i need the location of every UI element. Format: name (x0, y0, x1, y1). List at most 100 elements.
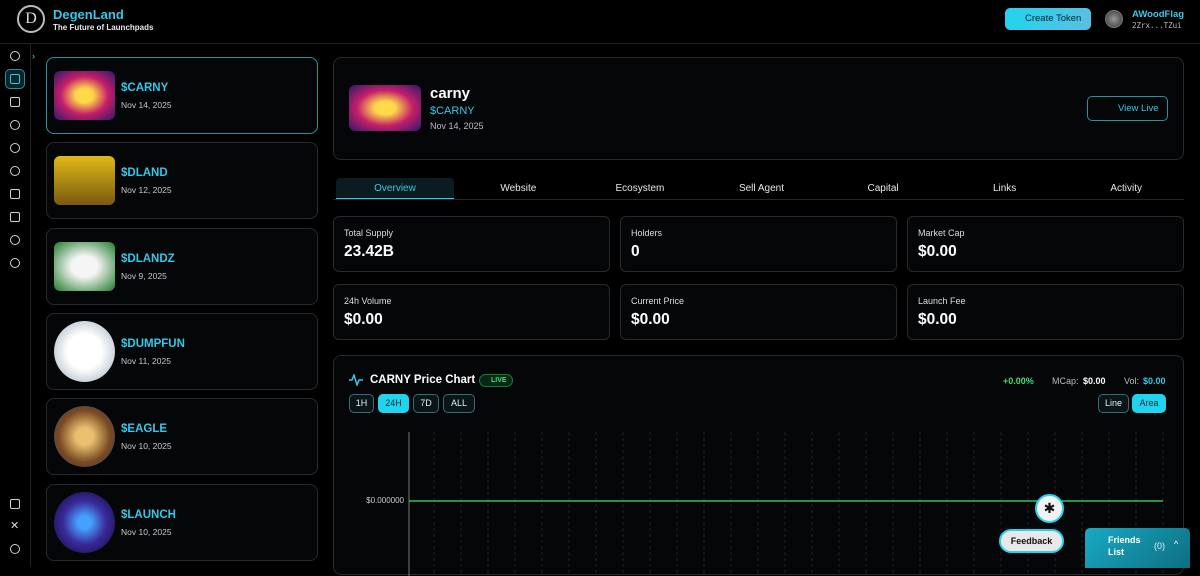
token-card[interactable]: $EAGLE Nov 10, 2025 (46, 398, 318, 476)
nav-icon[interactable] (10, 143, 20, 153)
range-button[interactable]: 1H (349, 394, 374, 413)
tab[interactable]: Links (992, 183, 1017, 194)
nav-icon[interactable] (10, 212, 20, 222)
mcap-value: $0.00 (1083, 376, 1106, 386)
tab[interactable]: Website (500, 183, 537, 194)
nav-icon[interactable] (10, 166, 20, 176)
stat-label: Holders (631, 228, 663, 238)
view-live-label: View Live (1118, 103, 1159, 114)
vol-value: $0.00 (1143, 376, 1166, 386)
range-button[interactable]: 24H (378, 394, 409, 413)
stat-value: $0.00 (631, 311, 670, 328)
token-symbol: $CARNY (121, 82, 169, 94)
logo: D (17, 5, 45, 33)
token-symbol: $DUMPFUN (121, 337, 185, 350)
range-button[interactable]: 7D (413, 394, 439, 413)
nav-icon[interactable] (10, 74, 20, 84)
tab[interactable]: Overview (336, 178, 454, 199)
change: +0.00% (1003, 376, 1034, 386)
chart-title: CARNY Price Chart (370, 374, 476, 386)
stat-card: Market Cap $0.00 (907, 216, 1184, 272)
tab-underline (333, 199, 1184, 200)
friends-toggle[interactable]: ^ (1174, 539, 1179, 549)
token-image (54, 491, 115, 553)
nav-rail: ✕ (0, 44, 31, 566)
token-image (54, 241, 115, 291)
header: D DegenLand The Future of Launchpads Cre… (0, 0, 1200, 44)
stat-value: 23.42B (344, 243, 394, 260)
nav-icon[interactable] (10, 189, 20, 199)
tab[interactable]: Capital (867, 183, 899, 194)
nav-icon[interactable] (10, 544, 20, 554)
mode-button[interactable]: Line (1098, 394, 1129, 413)
token-date: Nov 12, 2025 (121, 185, 172, 196)
token-detail: carny $CARNY Nov 14, 2025 View Live (333, 57, 1184, 160)
token-image (54, 320, 115, 382)
token-card[interactable]: $LAUNCH Nov 10, 2025 (46, 483, 318, 561)
token-date: Nov 11, 2025 (121, 355, 171, 366)
chart-icon (349, 374, 363, 386)
token-image (54, 156, 115, 206)
user-name: AWoodFlag (1132, 9, 1185, 20)
user-address: 2Zrx...TZui (1132, 21, 1182, 30)
token-card[interactable]: $DLANDZ Nov 9, 2025 (46, 227, 318, 305)
token-date: Nov 10, 2025 (121, 441, 172, 452)
bug-report-button[interactable]: ✱ (1035, 494, 1064, 523)
token-symbol: $EAGLE (121, 423, 168, 436)
token-card[interactable]: $DLAND Nov 12, 2025 (46, 142, 318, 220)
nav-icon[interactable]: ✕ (10, 520, 20, 532)
view-live-button[interactable]: View Live (1087, 96, 1168, 121)
stat-label: 24h Volume (344, 296, 392, 306)
stat-label: Total Supply (344, 228, 394, 238)
token-symbol: $LAUNCH (121, 508, 176, 521)
friends-label: Friends List (1108, 535, 1141, 557)
stat-label: Current Price (631, 296, 685, 306)
token-card[interactable]: $DUMPFUN Nov 11, 2025 (46, 312, 318, 390)
nav-icon[interactable] (10, 120, 20, 130)
token-date: Nov 9, 2025 (121, 270, 167, 281)
stat-value: $0.00 (918, 311, 957, 328)
stat-card: Current Price $0.00 (620, 284, 897, 340)
nav-icon[interactable] (10, 235, 20, 245)
mode-button[interactable]: Area (1132, 394, 1166, 413)
create-token-label: Create Token (1025, 13, 1082, 24)
feedback-label: Feedback (1010, 536, 1053, 546)
stat-label: Launch Fee (918, 296, 966, 306)
token-card[interactable]: $CARNY Nov 14, 2025 (46, 57, 318, 134)
tagline: The Future of Launchpads (53, 23, 154, 32)
token-symbol: $DLANDZ (121, 252, 175, 265)
token-date: Nov 14, 2025 (121, 100, 172, 110)
friends-count: (0) (1154, 541, 1165, 551)
range-button[interactable]: ALL (443, 394, 475, 413)
vol-label: Vol: (1124, 376, 1140, 386)
token-symbol: $DLAND (121, 167, 168, 180)
token-image (349, 85, 421, 131)
tab[interactable]: Activity (1110, 183, 1143, 194)
friends-list[interactable]: Friends List (0) ^ (1085, 528, 1190, 568)
stat-value: $0.00 (344, 311, 383, 328)
stat-value: $0.00 (918, 243, 957, 260)
mcap-label: MCap: (1052, 376, 1079, 386)
token-image (54, 71, 115, 120)
stat-card: Launch Fee $0.00 (907, 284, 1184, 340)
live-badge: LIVE (479, 374, 513, 387)
token-date: Nov 10, 2025 (121, 526, 172, 537)
brand: DegenLand (53, 7, 124, 22)
live-label: LIVE (491, 377, 507, 384)
collapse-toggle[interactable]: › (32, 51, 35, 61)
tab[interactable]: Sell Agent (738, 183, 784, 194)
nav-icon[interactable] (10, 258, 20, 268)
feedback-button[interactable]: Feedback (999, 529, 1064, 553)
nav-icon[interactable] (10, 51, 20, 61)
nav-icon[interactable] (10, 499, 20, 509)
create-token-button[interactable]: Create Token (1005, 8, 1091, 30)
token-date: Nov 14, 2025 (430, 121, 484, 131)
nav-icon[interactable] (10, 97, 20, 107)
token-image (54, 406, 115, 468)
y-tick-label: $0.000000 (366, 496, 404, 505)
stat-card: Holders 0 (620, 216, 897, 272)
tab[interactable]: Ecosystem (615, 183, 665, 194)
stat-card: Total Supply 23.42B (333, 216, 610, 272)
avatar[interactable] (1105, 10, 1123, 28)
